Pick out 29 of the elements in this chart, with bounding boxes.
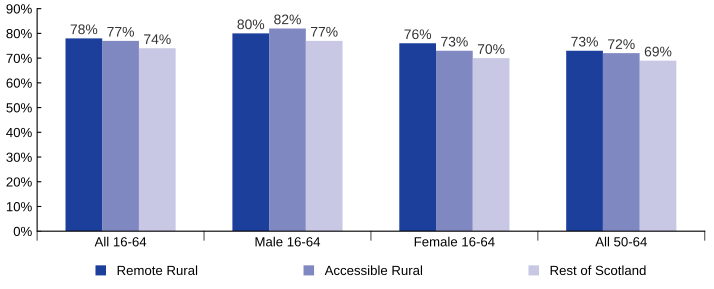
- data-label: 70%: [478, 44, 504, 54]
- y-tick-label: 40%: [6, 128, 32, 138]
- y-tick-label: 50%: [6, 103, 32, 112]
- x-tick-label: Male 16-64: [256, 236, 320, 246]
- data-label: 76%: [404, 29, 432, 40]
- data-label: 77%: [107, 26, 134, 37]
- data-label: 73%: [571, 36, 598, 47]
- y-tick-label: 90%: [6, 4, 32, 14]
- legend-label: Remote Rural: [118, 265, 198, 276]
- data-label: 78%: [70, 24, 98, 34]
- data-label: 69%: [644, 46, 672, 56]
- data-label: 74%: [144, 34, 171, 44]
- data-label: 73%: [441, 36, 468, 47]
- legend-label: Accessible Rural: [324, 265, 422, 276]
- x-tick-label: Female 16-64: [414, 236, 495, 246]
- y-tick-label: 60%: [6, 78, 32, 88]
- y-tick-label: 10%: [6, 202, 32, 212]
- y-tick-label: 30%: [6, 152, 32, 162]
- data-label: 82%: [274, 14, 301, 24]
- legend-label: Rest of Scotland: [550, 265, 646, 276]
- data-label: 72%: [608, 39, 635, 49]
- x-tick-label: All 16-64: [94, 236, 146, 246]
- y-tick-label: 0%: [14, 226, 32, 236]
- y-tick-label: 70%: [6, 54, 32, 64]
- data-label: 80%: [237, 19, 264, 30]
- x-tick-label: All 50-64: [595, 236, 647, 246]
- data-label: 77%: [311, 26, 338, 37]
- y-tick-label: 20%: [6, 177, 32, 187]
- y-tick-label: 80%: [6, 28, 32, 38]
